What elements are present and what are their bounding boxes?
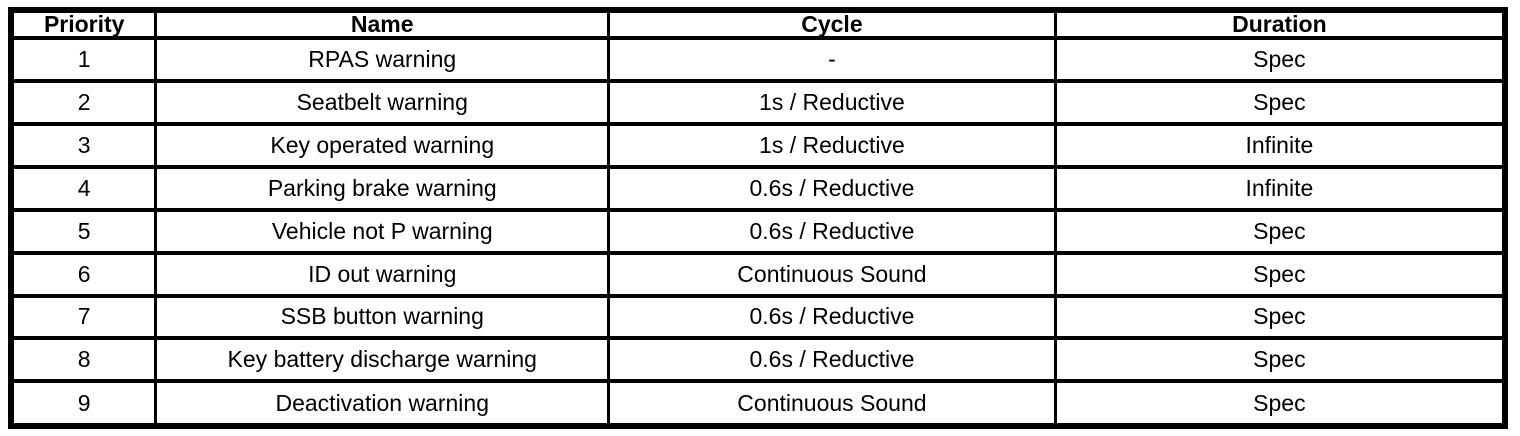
priority-cell: 5	[9, 207, 158, 255]
column-header-name: Name	[154, 8, 611, 40]
duration-cell: Spec	[1053, 336, 1507, 384]
column-header-duration: Duration	[1053, 8, 1507, 40]
table-row: 8 Key battery discharge warning 0.6s / Red…	[9, 336, 1507, 384]
priority-cell: 9	[9, 379, 158, 428]
name-cell: Key battery discharge warning	[154, 336, 611, 384]
cycle-cell: 0.6s / Reductive	[607, 164, 1057, 212]
name-cell: SSB button warning	[154, 293, 611, 341]
priority-cell: 3	[9, 121, 158, 169]
cycle-cell: 1s / Reductive	[607, 78, 1057, 126]
name-cell: RPAS warning	[154, 36, 611, 83]
duration-cell: Spec	[1053, 379, 1507, 428]
table-row: 3 Key operated warning 1s / Reductive Infin…	[9, 121, 1507, 169]
name-cell: Deactivation warning	[154, 379, 611, 428]
priority-cell: 6	[9, 250, 158, 298]
table-body: 1 RPAS warning - Spec 2 Seatbelt warning 1s / …	[9, 36, 1507, 428]
cycle-cell: 1s / Reductive	[607, 121, 1057, 169]
duration-cell: Spec	[1053, 207, 1507, 255]
priority-cell: 7	[9, 293, 158, 341]
cycle-cell: -	[607, 36, 1057, 83]
duration-cell: Infinite	[1053, 164, 1507, 212]
warning-priority-table: Priority Name Cycle Duration 1 RPAS warni…	[8, 7, 1508, 429]
priority-cell: 2	[9, 78, 158, 126]
duration-cell: Spec	[1053, 78, 1507, 126]
priority-cell: 8	[9, 336, 158, 384]
duration-cell: Spec	[1053, 250, 1507, 298]
cycle-cell: 0.6s / Reductive	[607, 207, 1057, 255]
priority-cell: 4	[9, 164, 158, 212]
name-cell: ID out warning	[154, 250, 611, 298]
cycle-cell: 0.6s / Reductive	[607, 336, 1057, 384]
priority-cell: 1	[9, 36, 158, 83]
table-row: 2 Seatbelt warning 1s / Reductive Spec	[9, 78, 1507, 126]
column-header-cycle: Cycle	[607, 8, 1057, 40]
table-row: 4 Parking brake warning 0.6s / Reductive In…	[9, 164, 1507, 212]
name-cell: Key operated warning	[154, 121, 611, 169]
table-row: 1 RPAS warning - Spec	[9, 36, 1507, 83]
table-row: 9 Deactivation warning Continuous Sound Spe…	[9, 379, 1507, 428]
cycle-cell: Continuous Sound	[607, 379, 1057, 428]
name-cell: Parking brake warning	[154, 164, 611, 212]
warning-priority-table-container: Priority Name Cycle Duration 1 RPAS warni…	[8, 7, 1508, 429]
duration-cell: Spec	[1053, 36, 1507, 83]
table-row: 5 Vehicle not P warning 0.6s / Reductive Sp…	[9, 207, 1507, 255]
name-cell: Vehicle not P warning	[154, 207, 611, 255]
table-header-row: Priority Name Cycle Duration	[9, 8, 1507, 40]
duration-cell: Infinite	[1053, 121, 1507, 169]
name-cell: Seatbelt warning	[154, 78, 611, 126]
cycle-cell: 0.6s / Reductive	[607, 293, 1057, 341]
column-header-priority: Priority	[9, 8, 158, 40]
table-row: 6 ID out warning Continuous Sound Spec	[9, 250, 1507, 298]
cycle-cell: Continuous Sound	[607, 250, 1057, 298]
table-row: 7 SSB button warning 0.6s / Reductive Spec	[9, 293, 1507, 341]
duration-cell: Spec	[1053, 293, 1507, 341]
